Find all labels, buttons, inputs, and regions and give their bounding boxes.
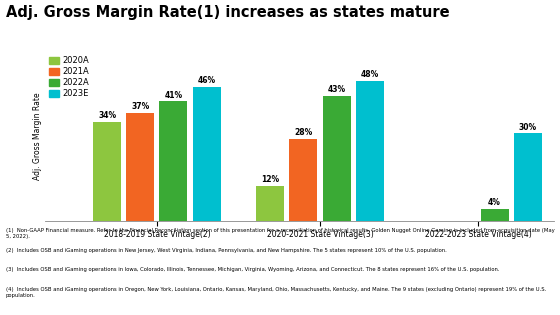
Text: 41%: 41%: [165, 91, 183, 100]
Bar: [356, 81, 384, 220]
Text: 30%: 30%: [519, 123, 536, 132]
Bar: [160, 101, 188, 220]
Bar: [127, 113, 155, 220]
Text: Adj. Gross Margin Rate by State Vintage: Adj. Gross Margin Rate by State Vintage: [4, 37, 196, 46]
Bar: [323, 95, 351, 220]
Bar: [290, 139, 318, 220]
Text: 4%: 4%: [488, 198, 501, 207]
Text: (2)  Includes OSB and iGaming operations in New Jersey, West Virginia, Indiana, : (2) Includes OSB and iGaming operations …: [6, 248, 446, 253]
Text: 43%: 43%: [328, 85, 346, 94]
Text: 12%: 12%: [261, 175, 279, 184]
Bar: [514, 133, 542, 220]
Bar: [193, 87, 221, 220]
Text: 48%: 48%: [361, 70, 379, 79]
Bar: [93, 122, 121, 220]
Y-axis label: Adj. Gross Margin Rate: Adj. Gross Margin Rate: [33, 92, 42, 180]
Text: (1)  Non-GAAP Financial measure. Refer to the Financial Reconciliation section o: (1) Non-GAAP Financial measure. Refer to…: [6, 228, 554, 239]
Bar: [256, 186, 284, 220]
Text: 37%: 37%: [131, 102, 150, 111]
Text: Adj. Gross Margin Rate(1) increases as states mature: Adj. Gross Margin Rate(1) increases as s…: [6, 5, 449, 20]
Text: (4)  Includes OSB and iGaming operations in Oregon, New York, Louisiana, Ontario: (4) Includes OSB and iGaming operations …: [6, 287, 546, 298]
Text: 46%: 46%: [198, 76, 216, 85]
Text: 34%: 34%: [98, 111, 116, 120]
Bar: [480, 209, 508, 220]
Legend: 2020A, 2021A, 2022A, 2023E: 2020A, 2021A, 2022A, 2023E: [49, 56, 89, 98]
Text: (3)  Includes OSB and iGaming operations in Iowa, Colorado, Illinois, Tennessee,: (3) Includes OSB and iGaming operations …: [6, 267, 499, 272]
Text: 28%: 28%: [295, 129, 312, 137]
